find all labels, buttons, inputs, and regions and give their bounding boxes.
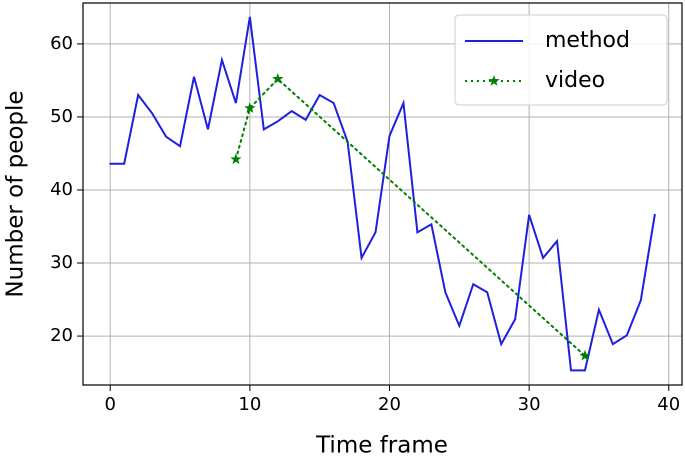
legend-marker bbox=[488, 75, 500, 86]
y-tick-label: 30 bbox=[50, 252, 73, 273]
y-tick-label: 50 bbox=[50, 106, 73, 127]
x-tick-label: 10 bbox=[238, 394, 261, 415]
legend-label: method bbox=[545, 28, 630, 53]
legend-label: video bbox=[545, 68, 605, 93]
x-tick-label: 40 bbox=[657, 394, 680, 415]
legend-box bbox=[454, 14, 668, 106]
y-tick-label: 60 bbox=[50, 33, 73, 54]
y-tick-label: 40 bbox=[50, 179, 73, 200]
y-axis-label: Number of people bbox=[3, 90, 29, 297]
marker bbox=[244, 102, 256, 114]
x-tick-label: 20 bbox=[378, 394, 401, 415]
y-tick-label: 20 bbox=[50, 325, 73, 346]
series-line bbox=[109, 16, 656, 372]
marker bbox=[272, 72, 284, 84]
series-line bbox=[234, 77, 586, 357]
marker bbox=[579, 349, 591, 361]
marker bbox=[230, 153, 242, 165]
x-axis-label: Time frame bbox=[315, 433, 448, 459]
x-tick-label: 0 bbox=[105, 394, 116, 415]
plot-frame bbox=[82, 2, 683, 386]
x-tick-label: 30 bbox=[518, 394, 541, 415]
